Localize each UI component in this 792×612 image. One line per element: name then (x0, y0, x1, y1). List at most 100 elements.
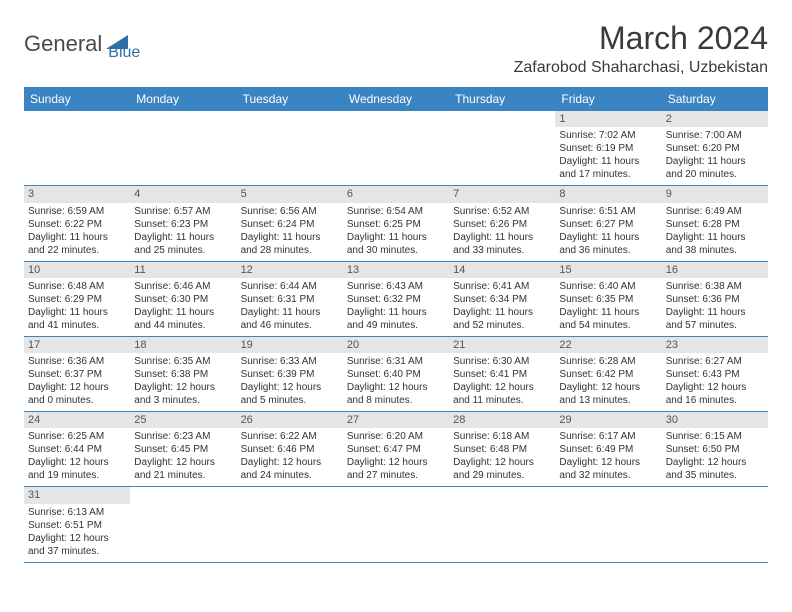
week-row: 24Sunrise: 6:25 AMSunset: 6:44 PMDayligh… (24, 412, 768, 487)
weeks-container: 1Sunrise: 7:02 AMSunset: 6:19 PMDaylight… (24, 111, 768, 563)
day-sunset: Sunset: 6:34 PM (453, 293, 551, 306)
day-sunrise: Sunrise: 6:52 AM (453, 205, 551, 218)
day-number: 20 (343, 337, 449, 353)
day-sunset: Sunset: 6:27 PM (559, 218, 657, 231)
logo-text-blue: Blue (108, 44, 140, 62)
day-sunset: Sunset: 6:51 PM (28, 519, 126, 532)
weekday-header: Tuesday (237, 87, 343, 111)
day-cell: 12Sunrise: 6:44 AMSunset: 6:31 PMDayligh… (237, 262, 343, 336)
day-cell: 26Sunrise: 6:22 AMSunset: 6:46 PMDayligh… (237, 412, 343, 486)
day-daylight1: Daylight: 11 hours (559, 155, 657, 168)
day-cell (130, 487, 236, 561)
day-cell: 25Sunrise: 6:23 AMSunset: 6:45 PMDayligh… (130, 412, 236, 486)
day-number: 15 (555, 262, 661, 278)
day-number: 13 (343, 262, 449, 278)
day-cell: 10Sunrise: 6:48 AMSunset: 6:29 PMDayligh… (24, 262, 130, 336)
day-sunset: Sunset: 6:38 PM (134, 368, 232, 381)
day-sunrise: Sunrise: 6:59 AM (28, 205, 126, 218)
day-cell: 15Sunrise: 6:40 AMSunset: 6:35 PMDayligh… (555, 262, 661, 336)
day-sunrise: Sunrise: 6:46 AM (134, 280, 232, 293)
header: General Blue March 2024 Zafarobod Shahar… (24, 20, 768, 77)
day-daylight2: and 27 minutes. (347, 469, 445, 482)
day-number: 21 (449, 337, 555, 353)
week-row: 10 Sunrise: 6:48 AMSunset: 6:29 PM Dayligh… (24, 262, 768, 337)
day-number: 6 (343, 186, 449, 202)
day-cell: 28Sunrise: 6:18 AMSunset: 6:48 PMDayligh… (449, 412, 555, 486)
day-sunset: Sunset: 6:24 PM (241, 218, 339, 231)
day-cell: 24Sunrise: 6:25 AMSunset: 6:44 PMDayligh… (24, 412, 130, 486)
day-daylight2: and 5 minutes. (241, 394, 339, 407)
day-sunset: Sunset: 6:28 PM (666, 218, 764, 231)
day-sunrise: Sunrise: 6:48 AM (28, 280, 126, 293)
day-sunrise: Sunrise: 6:18 AM (453, 430, 551, 443)
day-sunrise: Sunrise: 6:43 AM (347, 280, 445, 293)
day-daylight1: Daylight: 11 hours (666, 155, 764, 168)
day-number: 5 (237, 186, 343, 202)
day-daylight1: Daylight: 11 hours (347, 306, 445, 319)
day-number: 24 (24, 412, 130, 428)
day-sunrise: Sunrise: 6:20 AM (347, 430, 445, 443)
day-daylight1: Daylight: 12 hours (453, 456, 551, 469)
day-sunset: Sunset: 6:49 PM (559, 443, 657, 456)
day-number: 10 (24, 262, 130, 278)
day-number: 9 (662, 186, 768, 202)
day-number: 2 (662, 111, 768, 127)
day-sunrise: Sunrise: 6:40 AM (559, 280, 657, 293)
day-number: 1 (555, 111, 661, 127)
weekday-header: Thursday (449, 87, 555, 111)
day-sunrise: Sunrise: 6:57 AM (134, 205, 232, 218)
day-daylight2: and 22 minutes. (28, 244, 126, 257)
day-cell: 18Sunrise: 6:35 AMSunset: 6:38 PMDayligh… (130, 337, 236, 411)
day-cell: 31Sunrise: 6:13 AMSunset: 6:51 PMDayligh… (24, 487, 130, 561)
day-sunset: Sunset: 6:35 PM (559, 293, 657, 306)
day-number: 4 (130, 186, 236, 202)
day-sunrise: Sunrise: 6:28 AM (559, 355, 657, 368)
day-daylight2: and 32 minutes. (559, 469, 657, 482)
day-cell (449, 111, 555, 185)
day-sunset: Sunset: 6:19 PM (559, 142, 657, 155)
day-sunrise: Sunrise: 6:44 AM (241, 280, 339, 293)
logo: General Blue (24, 26, 140, 62)
day-daylight2: and 11 minutes. (453, 394, 551, 407)
day-daylight2: and 49 minutes. (347, 319, 445, 332)
day-daylight2: and 46 minutes. (241, 319, 339, 332)
week-row: 31Sunrise: 6:13 AMSunset: 6:51 PMDayligh… (24, 487, 768, 562)
day-daylight1: Daylight: 11 hours (134, 231, 232, 244)
day-cell: 27Sunrise: 6:20 AMSunset: 6:47 PMDayligh… (343, 412, 449, 486)
day-sunset: Sunset: 6:48 PM (453, 443, 551, 456)
day-number: 16 (662, 262, 768, 278)
day-cell: 13Sunrise: 6:43 AMSunset: 6:32 PMDayligh… (343, 262, 449, 336)
day-cell: 29Sunrise: 6:17 AMSunset: 6:49 PMDayligh… (555, 412, 661, 486)
day-daylight2: and 28 minutes. (241, 244, 339, 257)
day-number: 22 (555, 337, 661, 353)
weekday-header: Saturday (662, 87, 768, 111)
day-cell: 4 Sunrise: 6:57 AMSunset: 6:23 PMDaylight… (130, 186, 236, 260)
day-cell: 22Sunrise: 6:28 AMSunset: 6:42 PMDayligh… (555, 337, 661, 411)
day-sunset: Sunset: 6:29 PM (28, 293, 126, 306)
day-cell: 1Sunrise: 7:02 AMSunset: 6:19 PMDaylight… (555, 111, 661, 185)
calendar: SundayMondayTuesdayWednesdayThursdayFrid… (24, 87, 768, 563)
day-sunrise: Sunrise: 6:54 AM (347, 205, 445, 218)
day-cell: 16Sunrise: 6:38 AMSunset: 6:36 PMDayligh… (662, 262, 768, 336)
day-daylight2: and 37 minutes. (28, 545, 126, 558)
day-sunset: Sunset: 6:23 PM (134, 218, 232, 231)
day-sunrise: Sunrise: 6:51 AM (559, 205, 657, 218)
day-sunset: Sunset: 6:30 PM (134, 293, 232, 306)
day-cell: 2Sunrise: 7:00 AMSunset: 6:20 PMDaylight… (662, 111, 768, 185)
day-cell: 23Sunrise: 6:27 AMSunset: 6:43 PMDayligh… (662, 337, 768, 411)
day-cell: 14Sunrise: 6:41 AMSunset: 6:34 PMDayligh… (449, 262, 555, 336)
day-daylight1: Daylight: 12 hours (453, 381, 551, 394)
day-sunrise: Sunrise: 6:31 AM (347, 355, 445, 368)
month-title: March 2024 (514, 20, 768, 57)
day-daylight2: and 38 minutes. (666, 244, 764, 257)
day-daylight2: and 0 minutes. (28, 394, 126, 407)
weekday-header: Friday (555, 87, 661, 111)
day-number: 12 (237, 262, 343, 278)
day-daylight1: Daylight: 12 hours (241, 456, 339, 469)
day-number: 3 (24, 186, 130, 202)
day-daylight1: Daylight: 12 hours (28, 456, 126, 469)
day-sunrise: Sunrise: 6:35 AM (134, 355, 232, 368)
day-cell: 11Sunrise: 6:46 AMSunset: 6:30 PMDayligh… (130, 262, 236, 336)
day-sunrise: Sunrise: 6:13 AM (28, 506, 126, 519)
day-sunrise: Sunrise: 6:17 AM (559, 430, 657, 443)
